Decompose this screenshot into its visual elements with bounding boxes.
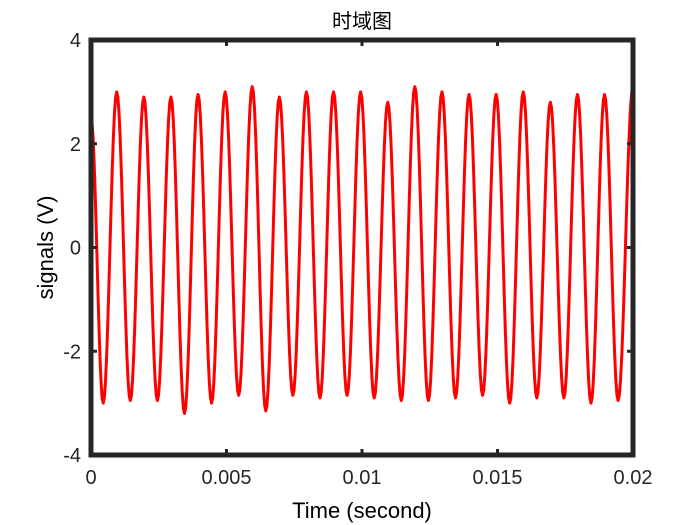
y-tick-label: -4 [63,445,81,467]
x-tick-label: 0.005 [201,467,251,489]
y-tick-label: 4 [70,30,81,52]
x-tick-label: 0.015 [472,467,522,489]
y-tick-label: -2 [63,341,81,363]
label-layer: 0 0.005 0.01 0.015 0.02 -4 -2 0 2 4 时域图 Time (secon… [33,9,652,523]
x-axis-label: Time (second) [292,498,432,523]
y-tick-label: 0 [70,238,81,260]
x-tick-label: 0 [85,467,96,489]
plot-layer [89,85,635,415]
signal-series-line [89,85,635,415]
x-tick-label: 0.02 [614,467,653,489]
y-tick-label: 2 [70,134,81,156]
axes-layer [88,37,636,458]
x-tick-label: 0.01 [343,467,382,489]
chart-title: 时域图 [332,9,392,33]
y-axis-label: signals (V) [33,196,58,300]
